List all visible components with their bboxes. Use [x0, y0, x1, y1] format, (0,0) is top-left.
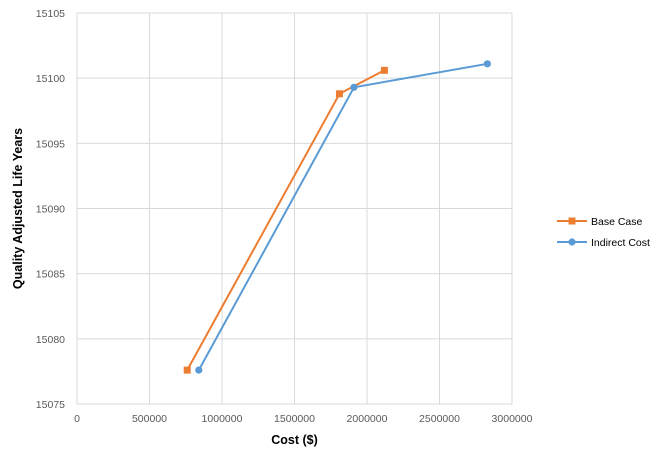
y-tick-label: 15075 — [36, 399, 65, 411]
data-point-indirect-cost — [483, 60, 491, 68]
x-tick-label: 2000000 — [347, 413, 388, 425]
x-axis-title: Cost ($) — [271, 433, 318, 447]
data-point-base-case — [183, 366, 191, 374]
legend-marker-indirect-cost — [568, 238, 576, 246]
data-point-base-case — [380, 66, 388, 74]
legend-marker-base-case — [568, 217, 576, 225]
x-axis-ticks: 0 500000 1000000 1500000 2000000 2500000 30000… — [74, 413, 533, 425]
y-tick-label: 15100 — [36, 73, 65, 85]
grid-lines — [76, 12, 513, 405]
series-line-base-case — [186, 69, 385, 371]
x-tick-label: 1500000 — [274, 413, 315, 425]
legend-label-indirect-cost: Indirect Cost — [591, 237, 650, 249]
data-point-indirect-cost — [350, 83, 358, 91]
y-axis-ticks: 15075 15080 15085 15090 15095 15100 15105 — [36, 8, 65, 411]
y-tick-label: 15090 — [36, 204, 65, 216]
legend: Base Case Indirect Cost — [557, 216, 650, 249]
data-point-base-case — [335, 90, 343, 98]
y-tick-label: 15080 — [36, 334, 65, 346]
x-tick-label: 3000000 — [492, 413, 533, 425]
y-tick-label: 15085 — [36, 269, 65, 281]
series-layer — [183, 60, 491, 374]
data-point-indirect-cost — [195, 366, 203, 374]
x-tick-label: 500000 — [132, 413, 167, 425]
x-tick-label: 1000000 — [202, 413, 243, 425]
y-axis-title: Quality Adjusted Life Years — [11, 128, 25, 289]
legend-label-base-case: Base Case — [591, 216, 643, 228]
x-tick-label: 0 — [74, 413, 80, 425]
y-tick-label: 15105 — [36, 8, 65, 20]
x-tick-label: 2500000 — [419, 413, 460, 425]
series-line-indirect-cost — [197, 62, 488, 371]
y-tick-label: 15095 — [36, 138, 65, 150]
